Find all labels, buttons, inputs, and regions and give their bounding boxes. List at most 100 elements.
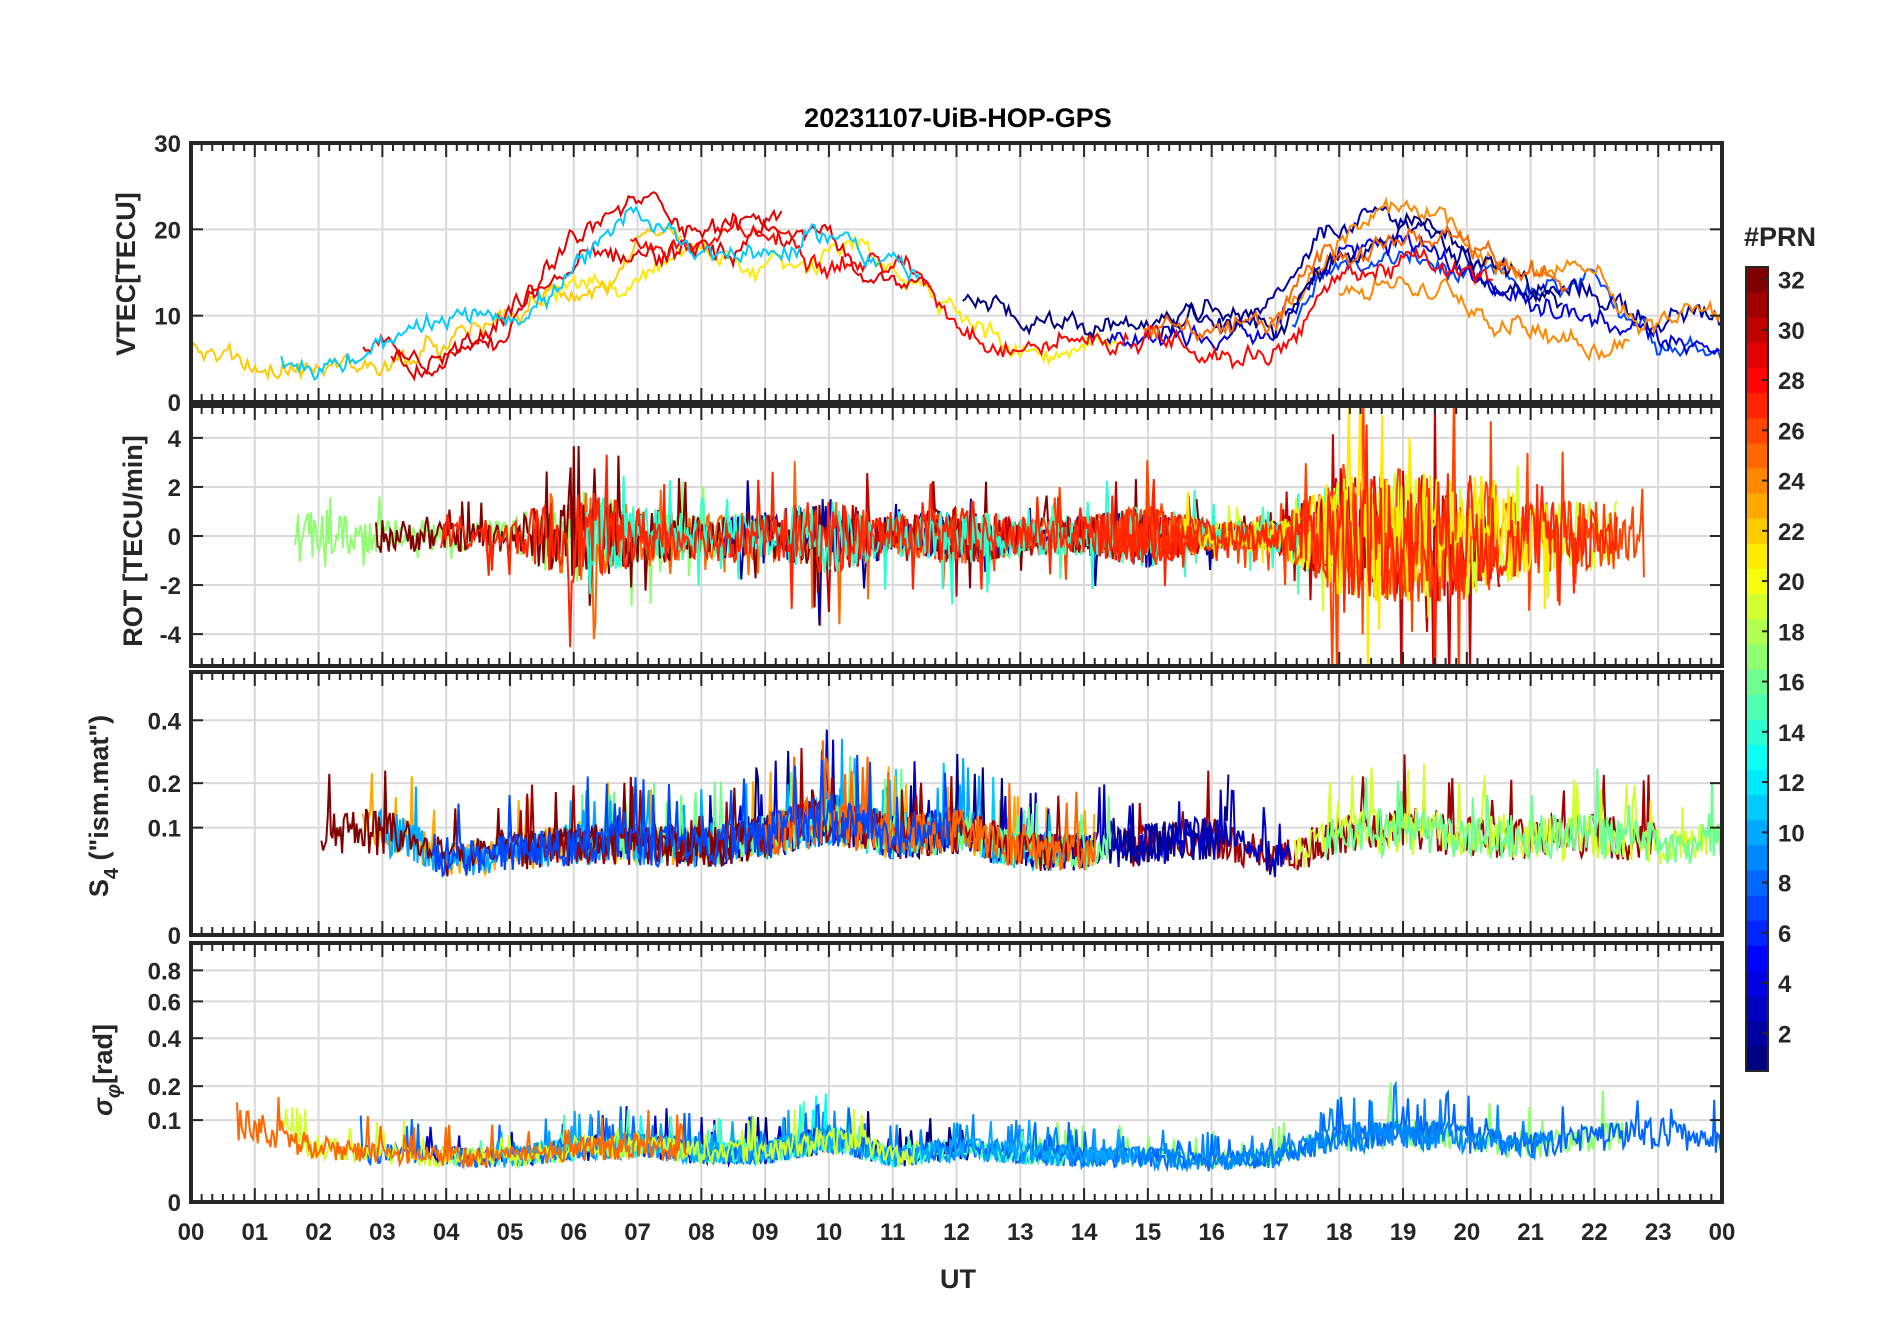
vtec-series-prn-28 <box>1129 246 1493 370</box>
s4-series-prn-7 <box>432 754 951 878</box>
vtec-series-prn-29 <box>390 217 931 382</box>
rot-y-tick-label: 0 <box>168 524 181 551</box>
rot-y-axis-label: ROT [TECU/min] <box>118 435 148 646</box>
colorbar-swatch <box>1746 945 1768 971</box>
colorbar-tick-label: 28 <box>1778 368 1805 395</box>
colorbar-tick-label: 4 <box>1778 971 1792 998</box>
s4-series-prn-16 <box>1325 768 1722 865</box>
colorbar-swatch <box>1746 317 1768 343</box>
vtec-series-prn-1 <box>962 211 1563 340</box>
sigma-series-prn-25 <box>236 1097 688 1170</box>
colorbar-swatch <box>1746 769 1768 796</box>
colorbar-swatch <box>1746 593 1768 620</box>
colorbar-tick-label: 10 <box>1778 820 1805 847</box>
colorbar-swatch <box>1746 442 1768 469</box>
x-tick-label: 17 <box>1262 1219 1289 1246</box>
s4-label-sub: 4 <box>101 867 123 879</box>
vtec-series-prn-25 <box>1142 223 1568 343</box>
s4-y-tick-label: 0.1 <box>148 816 181 843</box>
rot-series-prn-27 <box>439 454 1203 648</box>
colorbar-swatch <box>1746 543 1768 569</box>
colorbar-swatch <box>1746 392 1768 419</box>
x-tick-label: 22 <box>1581 1219 1608 1246</box>
x-tick-label: 03 <box>369 1219 396 1246</box>
colorbar-swatch <box>1746 920 1768 946</box>
x-tick-label: 00 <box>178 1219 205 1246</box>
panel-vtec: 0 10 20 30 <box>154 131 1724 417</box>
rot-y-tick-label: 2 <box>168 475 181 502</box>
colorbar-swatch <box>1746 643 1768 670</box>
sigma-label-sub: φ <box>103 1084 125 1098</box>
x-axis-label: UT <box>940 1264 976 1294</box>
chart-title: 20231107-UiB-HOP-GPS <box>804 103 1112 133</box>
s4-y-axis-label: S4 ("ism.mat") <box>84 715 123 897</box>
colorbar-tick-label: 6 <box>1778 921 1791 948</box>
x-tick-label: 00 <box>1709 1219 1736 1246</box>
colorbar-swatch <box>1746 719 1768 745</box>
x-tick-label: 21 <box>1517 1219 1544 1246</box>
vtec-y-tick-label: 30 <box>154 131 181 158</box>
vtec-y-tick-label: 0 <box>168 390 181 417</box>
x-tick-label: 11 <box>880 1219 905 1246</box>
colorbar-tick-label: 24 <box>1778 469 1805 496</box>
s4-label-main: S <box>84 879 114 897</box>
s4-y-tick-label: 0.4 <box>148 708 182 735</box>
rot-y-tick-label: 4 <box>168 426 182 453</box>
colorbar-swatch <box>1746 1045 1768 1072</box>
x-tick-label: 14 <box>1071 1219 1098 1246</box>
vtec-series-prn-29 <box>362 191 783 378</box>
vtec-y-tick-label: 10 <box>154 304 181 331</box>
colorbar-swatch <box>1746 995 1768 1022</box>
colorbar-swatch <box>1746 870 1768 896</box>
x-tick-label: 16 <box>1198 1219 1225 1246</box>
x-tick-label: 12 <box>943 1219 970 1246</box>
colorbar-label: #PRN <box>1744 222 1816 252</box>
x-tick-label: 06 <box>560 1219 587 1246</box>
sigma-y-axis-label: σφ[rad] <box>88 1024 125 1116</box>
x-tick-label: 02 <box>305 1219 332 1246</box>
colorbar-tick-label: 32 <box>1778 268 1805 295</box>
x-tick-label: 20 <box>1453 1219 1480 1246</box>
sigma-y-tick-label: 0.8 <box>148 958 181 985</box>
x-tick-label: 23 <box>1645 1219 1672 1246</box>
vtec-series-prn-21 <box>540 234 1119 367</box>
sigma-y-tick-label: 0.4 <box>148 1026 182 1053</box>
sigma-y-tick-label: 0 <box>168 1190 181 1217</box>
vtec-series-prn-11 <box>280 205 920 382</box>
colorbar-swatch <box>1746 669 1768 695</box>
sigma-label-rest: [rad] <box>88 1024 118 1084</box>
x-tick-label: 05 <box>497 1219 524 1246</box>
vtec-y-axis-label: VTEC[TECU] <box>111 192 141 356</box>
colorbar-swatch <box>1746 468 1768 494</box>
colorbar-tick-label: 26 <box>1778 418 1805 445</box>
colorbar-swatch <box>1746 895 1768 921</box>
colorbar-tick-label: 18 <box>1778 619 1805 646</box>
sigma-y-tick-label: 0.1 <box>148 1108 181 1135</box>
colorbar-swatch <box>1746 844 1768 871</box>
x-tick-label: 19 <box>1390 1219 1417 1246</box>
s4-y-tick-label: 0.2 <box>148 771 181 798</box>
sigma-y-tick-label: 0.2 <box>148 1074 181 1101</box>
colorbar-tick-label: 16 <box>1778 670 1805 697</box>
vtec-series-prn-24 <box>1338 276 1631 362</box>
colorbar-swatch <box>1746 292 1768 318</box>
colorbar-swatch <box>1746 518 1768 544</box>
colorbar-swatch <box>1746 970 1768 997</box>
x-tick-label: 08 <box>688 1219 715 1246</box>
s4-y-tick-label: 0 <box>168 923 181 950</box>
vtec-series-prn-4 <box>1106 232 1721 357</box>
colorbar-tick-label: 12 <box>1778 770 1805 797</box>
colorbar-tick-label: 22 <box>1778 519 1805 546</box>
colorbar-swatch <box>1746 342 1768 368</box>
rot-series-prn-27 <box>1120 424 1618 666</box>
vtec-y-tick-label: 20 <box>154 217 181 244</box>
colorbar-tick-label: 20 <box>1778 569 1805 596</box>
colorbar-swatch <box>1746 493 1768 519</box>
colorbar-tick-label: 2 <box>1778 1021 1791 1048</box>
rot-series-prn-21 <box>1178 406 1558 666</box>
colorbar-swatch <box>1746 417 1768 444</box>
panel-s4: 0 0.1 0.2 0.4 <box>148 670 1724 950</box>
s4-label-rest: ("ism.mat") <box>84 715 114 868</box>
colorbar-swatch <box>1746 618 1768 645</box>
